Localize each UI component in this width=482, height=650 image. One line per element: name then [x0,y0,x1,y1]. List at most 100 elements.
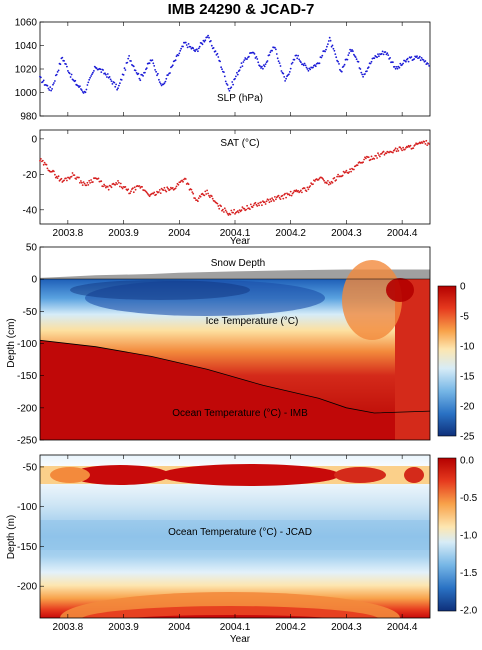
slp-point [280,70,283,72]
slp-point [330,45,333,48]
slp-point [106,76,108,78]
slp-point [335,56,338,59]
jcad-x-axis-label: Year [230,634,251,645]
sat-point [199,195,202,198]
imb-colorbar-ticks: 0 -5 -10 -15 -20 -25 [460,282,475,443]
slp-point [106,73,109,75]
sat-point [301,191,303,194]
sat-point [305,190,308,193]
slp-point [325,48,327,51]
sat-point [373,158,376,160]
sat-point [267,199,270,201]
slp-point [407,60,410,63]
sat-point [40,158,42,160]
slp-point [54,80,56,82]
sat-y-axis: -40 -20 0 [23,134,44,216]
slp-point [224,80,227,83]
slp-plot-area [39,21,431,117]
sat-point [223,207,226,210]
sat-point [187,183,190,186]
slp-point [384,51,387,53]
slp-point [203,40,206,43]
x-tick-label: 2004.4 [387,228,418,239]
sat-point [171,187,174,189]
slp-point [291,61,294,64]
sat-point [145,191,148,194]
sat-point [97,177,100,180]
slp-point [194,50,197,53]
sat-point [83,182,86,185]
sat-point [261,204,263,207]
sat-point [385,152,388,155]
slp-point [424,60,427,62]
slp-point [204,39,207,42]
slp-point [91,73,93,76]
sat-point [353,168,355,171]
sat-point [345,169,348,172]
sat-point [297,189,299,192]
sat-point [375,155,377,157]
sat-point [197,200,199,203]
sat-point [226,212,229,215]
sat-point [70,175,73,178]
slp-point [42,79,45,82]
slp-point [223,71,225,73]
sat-point [376,157,378,159]
slp-point [57,69,60,72]
slp-point [164,80,167,83]
sat-point [227,214,230,216]
slp-point [296,57,299,60]
sat-panel: -40 -20 0 2003.8 2003.9 2004 2004.1 2004.2 2004… [23,129,431,247]
sat-point [56,177,59,180]
sat-point [393,149,396,151]
sat-point [163,186,166,189]
slp-point [197,47,200,50]
slp-point [347,54,350,56]
x-tick-label: 2003.8 [53,622,84,633]
slp-point [239,66,242,69]
sat-point [117,180,119,182]
slp-point [169,72,171,74]
slp-point [212,47,215,49]
slp-point [318,62,321,65]
sat-point [327,180,329,182]
sat-point [39,159,41,162]
slp-point [232,83,235,86]
slp-point [89,76,91,79]
sat-point [367,156,370,159]
slp-point [236,71,238,74]
slp-point [128,55,131,57]
ice-bottom-line [40,339,430,414]
slp-point [235,75,237,78]
sat-point [158,191,160,193]
sat-point [331,181,334,184]
imb-y-axis-label: Depth (cm) [6,318,17,367]
sat-point [130,190,132,193]
sat-point [54,173,56,176]
slp-point [428,65,430,67]
slp-point [396,67,399,70]
slp-point [261,65,263,68]
slp-point [95,67,98,70]
slp-point [138,77,141,80]
sat-point [71,172,74,174]
slp-point [367,66,370,69]
sat-point [89,182,91,184]
slp-point [201,43,204,46]
slp-point [207,34,210,37]
slp-point [63,60,65,62]
slp-point [320,56,323,59]
sat-point [116,183,118,186]
slp-point [220,66,223,69]
sat-point [153,191,156,194]
slp-point [338,63,340,65]
slp-point [394,67,397,70]
sat-point [197,197,200,200]
sat-point [155,193,158,196]
sat-point [43,161,46,164]
figure-title: IMB 24290 & JCAD-7 [168,1,315,18]
slp-point [231,81,234,83]
slp-point [262,67,264,70]
sat-point [192,192,195,195]
slp-point [117,87,119,90]
